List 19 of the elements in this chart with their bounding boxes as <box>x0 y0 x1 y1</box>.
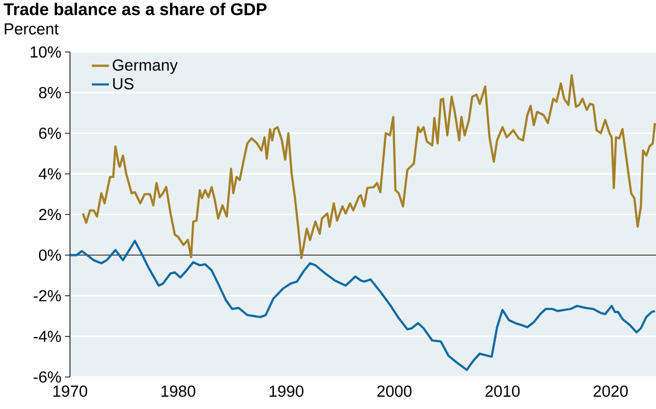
y-tick-label: -6% <box>34 371 61 383</box>
chart-title: Trade balance as a share of GDP <box>4 2 267 16</box>
y-tick-label: 0% <box>38 249 61 261</box>
legend-label: Germany <box>112 59 178 74</box>
y-tick-label: 6% <box>39 128 61 139</box>
x-tick-label: 1980 <box>162 386 196 397</box>
x-tick-label: 2010 <box>485 386 520 397</box>
chart-subtitle: Percent <box>4 23 59 35</box>
x-tick-label: 2000 <box>377 386 412 397</box>
y-tick-label: -4% <box>34 330 61 342</box>
y-tick-label: 2% <box>39 208 61 220</box>
x-tick-label: 2020 <box>594 386 628 397</box>
x-tick-label: 1990 <box>270 386 304 397</box>
y-tick-label: -2% <box>34 290 61 302</box>
y-tick-label: 8% <box>39 86 61 98</box>
x-tick-label: 1970 <box>53 386 88 397</box>
legend-label: US <box>113 78 134 90</box>
y-tick-label: 4% <box>38 168 61 180</box>
y-tick-label: 10% <box>30 46 61 58</box>
